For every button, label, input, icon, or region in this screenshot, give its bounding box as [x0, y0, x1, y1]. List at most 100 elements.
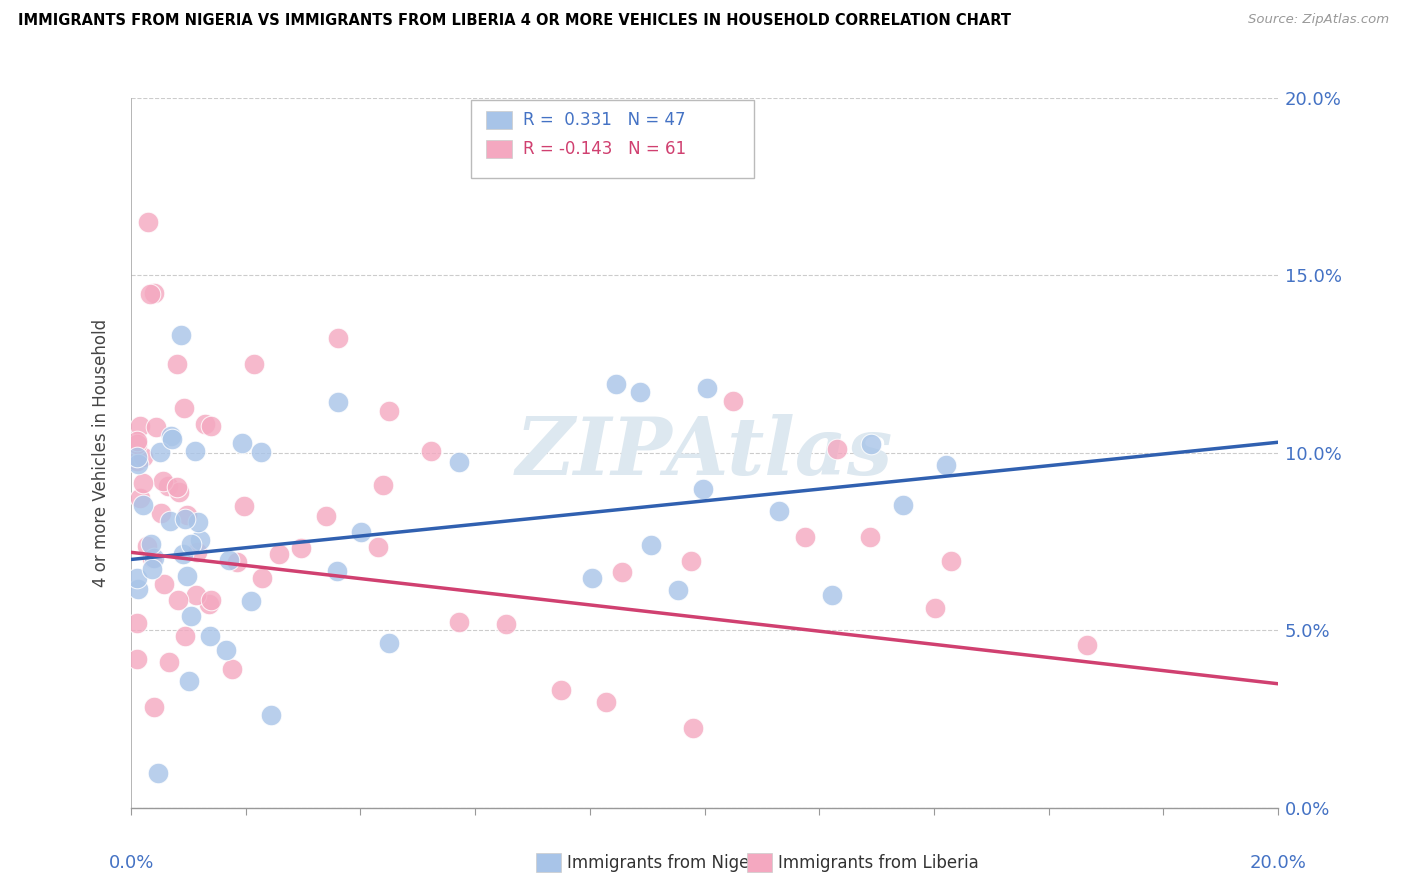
- Point: [179, 673, 201, 688]
- Point: [250, 571, 273, 585]
- Point: [290, 541, 312, 555]
- Point: [696, 381, 718, 395]
- Point: [326, 395, 349, 409]
- Point: [127, 582, 149, 596]
- Point: [138, 215, 160, 229]
- Point: [595, 695, 617, 709]
- Point: [125, 450, 148, 464]
- Point: [449, 615, 471, 629]
- Point: [605, 376, 627, 391]
- Point: [125, 652, 148, 666]
- Point: [239, 593, 262, 607]
- Y-axis label: 4 or more Vehicles in Household: 4 or more Vehicles in Household: [93, 318, 110, 587]
- Point: [146, 765, 169, 780]
- Point: [267, 548, 290, 562]
- Point: [581, 571, 603, 585]
- Point: [156, 478, 179, 492]
- Text: 20.0%: 20.0%: [1250, 855, 1306, 872]
- Point: [125, 571, 148, 585]
- Point: [159, 514, 181, 528]
- Point: [215, 642, 238, 657]
- Point: [149, 506, 172, 520]
- Point: [170, 328, 193, 343]
- Point: [550, 683, 572, 698]
- Point: [367, 540, 389, 554]
- Text: R = -0.143   N = 61: R = -0.143 N = 61: [523, 140, 686, 158]
- Point: [612, 566, 634, 580]
- Point: [160, 429, 183, 443]
- Point: [825, 442, 848, 456]
- Point: [132, 475, 155, 490]
- Point: [682, 721, 704, 735]
- Point: [859, 530, 882, 544]
- Point: [260, 708, 283, 723]
- Point: [449, 455, 471, 469]
- Point: [821, 588, 844, 602]
- Point: [128, 491, 150, 505]
- Point: [666, 582, 689, 597]
- Point: [135, 539, 157, 553]
- Point: [640, 538, 662, 552]
- Point: [924, 600, 946, 615]
- Point: [315, 509, 337, 524]
- Point: [373, 478, 395, 492]
- Point: [184, 444, 207, 458]
- Point: [152, 475, 174, 489]
- Point: [174, 629, 197, 643]
- Point: [128, 419, 150, 434]
- Point: [142, 550, 165, 565]
- Point: [141, 551, 163, 566]
- Point: [162, 432, 184, 446]
- Point: [378, 404, 401, 418]
- Point: [419, 443, 441, 458]
- Point: [172, 547, 194, 561]
- Point: [132, 450, 155, 465]
- Point: [157, 656, 180, 670]
- Point: [141, 562, 163, 576]
- Point: [326, 564, 349, 578]
- Text: Immigrants from Nigeria: Immigrants from Nigeria: [567, 854, 770, 871]
- Point: [149, 445, 172, 459]
- Point: [891, 499, 914, 513]
- Point: [169, 484, 191, 499]
- Point: [218, 553, 240, 567]
- Point: [768, 504, 790, 518]
- Point: [166, 479, 188, 493]
- Text: R =  0.331   N = 47: R = 0.331 N = 47: [523, 112, 686, 129]
- Point: [194, 417, 217, 431]
- Point: [187, 515, 209, 529]
- Point: [200, 419, 222, 434]
- Point: [176, 569, 198, 583]
- Point: [721, 394, 744, 409]
- Point: [145, 420, 167, 434]
- Point: [167, 593, 190, 607]
- Point: [226, 555, 249, 569]
- Point: [939, 554, 962, 568]
- Point: [250, 444, 273, 458]
- Point: [350, 524, 373, 539]
- Point: [173, 401, 195, 415]
- Point: [153, 577, 176, 591]
- Point: [188, 533, 211, 547]
- Point: [139, 536, 162, 550]
- Text: ZIPAtlas: ZIPAtlas: [516, 414, 893, 491]
- Point: [125, 434, 148, 448]
- Point: [143, 700, 166, 714]
- Point: [139, 286, 162, 301]
- Point: [495, 616, 517, 631]
- Text: Source: ZipAtlas.com: Source: ZipAtlas.com: [1249, 13, 1389, 27]
- Point: [198, 597, 221, 611]
- Point: [174, 512, 197, 526]
- Point: [132, 498, 155, 512]
- Point: [166, 357, 188, 371]
- Point: [243, 358, 266, 372]
- Text: Immigrants from Liberia: Immigrants from Liberia: [778, 854, 979, 871]
- Point: [200, 593, 222, 607]
- Point: [630, 384, 652, 399]
- Point: [143, 286, 166, 301]
- Point: [176, 508, 198, 522]
- Point: [328, 331, 350, 345]
- Point: [692, 483, 714, 497]
- Point: [1076, 638, 1098, 652]
- Point: [125, 454, 148, 468]
